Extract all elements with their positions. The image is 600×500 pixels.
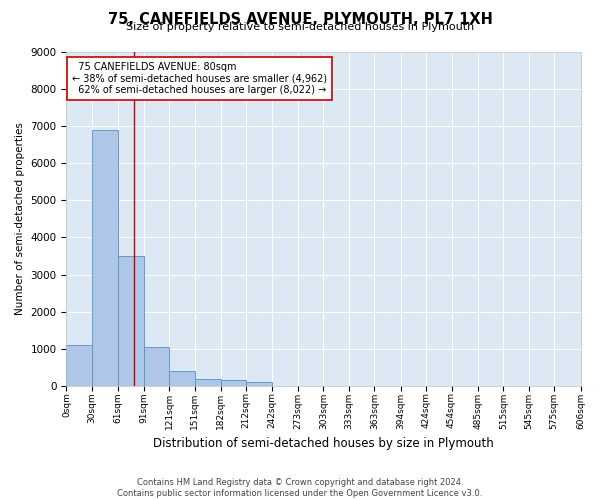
Bar — [246, 382, 272, 386]
Y-axis label: Number of semi-detached properties: Number of semi-detached properties — [15, 122, 25, 315]
Bar — [92, 130, 118, 386]
Bar — [118, 256, 143, 386]
Text: Size of property relative to semi-detached houses in Plymouth: Size of property relative to semi-detach… — [126, 22, 474, 32]
Bar — [169, 371, 194, 386]
Text: Contains HM Land Registry data © Crown copyright and database right 2024.
Contai: Contains HM Land Registry data © Crown c… — [118, 478, 482, 498]
Text: 75 CANEFIELDS AVENUE: 80sqm
← 38% of semi-detached houses are smaller (4,962)
  : 75 CANEFIELDS AVENUE: 80sqm ← 38% of sem… — [71, 62, 326, 94]
X-axis label: Distribution of semi-detached houses by size in Plymouth: Distribution of semi-detached houses by … — [153, 437, 494, 450]
Bar — [143, 347, 169, 386]
Text: 75, CANEFIELDS AVENUE, PLYMOUTH, PL7 1XH: 75, CANEFIELDS AVENUE, PLYMOUTH, PL7 1XH — [107, 12, 493, 28]
Bar — [194, 378, 221, 386]
Bar — [221, 380, 246, 386]
Bar — [67, 345, 92, 386]
